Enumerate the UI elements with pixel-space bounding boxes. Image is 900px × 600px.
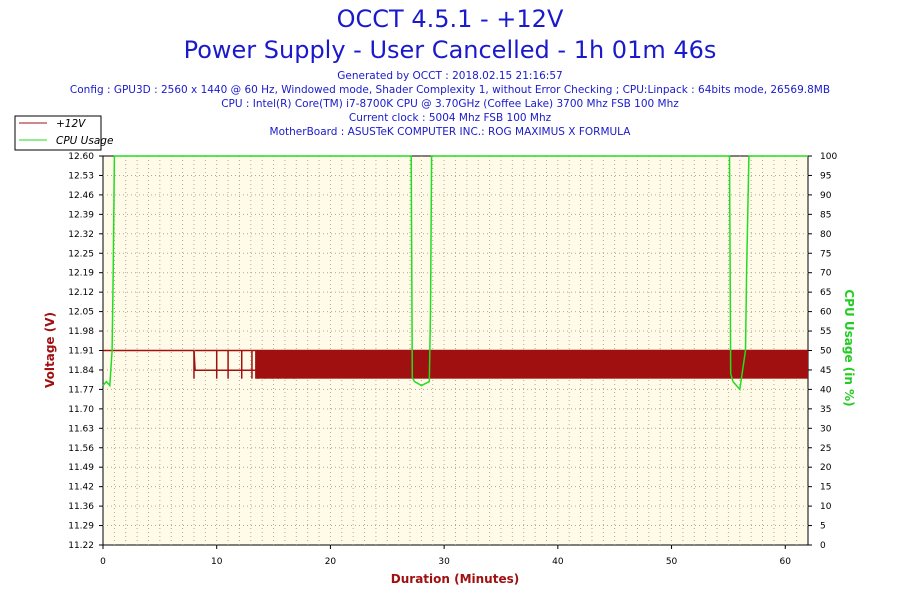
axes: 11.22 11.29 11.36 11.42 11.49 11.56 11.63 11.70… bbox=[68, 152, 837, 567]
y-tick-label: 12.60 bbox=[68, 152, 94, 162]
info-motherboard: MotherBoard : ASUSTeK COMPUTER INC.: ROG… bbox=[269, 126, 631, 138]
legend: +12V CPU Usage bbox=[14, 115, 113, 151]
series-layer bbox=[102, 155, 808, 392]
y-tick-label: 12.46 bbox=[68, 191, 94, 201]
chart-title: OCCT 4.5.1 - +12V bbox=[336, 5, 564, 33]
y2-tick-label: 100 bbox=[820, 152, 837, 162]
y2-tick-label: 5 bbox=[820, 522, 826, 532]
y2-tick-label: 50 bbox=[820, 347, 832, 357]
x-tick-label: 50 bbox=[666, 557, 678, 567]
y2-tick-label: 25 bbox=[820, 444, 831, 454]
x-tick-label: 0 bbox=[100, 557, 106, 567]
y-tick-label: 11.63 bbox=[68, 424, 94, 434]
y-tick-label: 12.39 bbox=[68, 210, 94, 220]
y-tick-label: 11.49 bbox=[68, 463, 94, 473]
y-tick-label: 11.56 bbox=[68, 444, 94, 454]
y2-tick-label: 65 bbox=[820, 288, 831, 298]
y-tick-label: 11.91 bbox=[68, 347, 94, 357]
y2-tick-label: 95 bbox=[820, 171, 831, 181]
y2-tick-label: 10 bbox=[820, 502, 832, 512]
legend-label-voltage: +12V bbox=[56, 118, 86, 130]
chart-subtitle: Power Supply - User Cancelled - 1h 01m 4… bbox=[183, 36, 717, 64]
y-tick-label: 12.25 bbox=[68, 249, 94, 259]
y2-tick-label: 60 bbox=[820, 308, 832, 318]
x-axis-label: Duration (Minutes) bbox=[391, 572, 519, 586]
y2-tick-label: 0 bbox=[820, 541, 826, 551]
y2-tick-label: 45 bbox=[820, 366, 831, 376]
x-tick-label: 10 bbox=[211, 557, 223, 567]
y-tick-label: 12.19 bbox=[68, 269, 94, 279]
cpu-usage-line bbox=[102, 155, 808, 392]
y2-tick-label: 15 bbox=[820, 483, 831, 493]
info-cpu: CPU : Intel(R) Core(TM) i7-8700K CPU @ 3… bbox=[221, 98, 679, 110]
y2-tick-label: 30 bbox=[820, 424, 832, 434]
y-tick-label: 11.84 bbox=[68, 366, 94, 376]
y2-tick-label: 90 bbox=[820, 191, 832, 201]
y-tick-label: 11.70 bbox=[68, 405, 94, 415]
y2-tick-label: 35 bbox=[820, 405, 831, 415]
x-tick-label: 60 bbox=[780, 557, 792, 567]
y-axis-label: Voltage (V) bbox=[43, 312, 57, 388]
x-tick-label: 20 bbox=[325, 557, 337, 567]
y-tick-label: 12.12 bbox=[68, 288, 94, 298]
y2-tick-label: 85 bbox=[820, 210, 831, 220]
legend-label-cpu: CPU Usage bbox=[56, 135, 113, 147]
y2-tick-label: 55 bbox=[820, 327, 831, 337]
y-tick-label: 11.42 bbox=[68, 483, 94, 493]
y-tick-label: 12.05 bbox=[68, 308, 94, 318]
voltage-band bbox=[255, 350, 808, 379]
y-tick-label: 11.36 bbox=[68, 502, 94, 512]
y-tick-label: 11.22 bbox=[68, 541, 94, 551]
y-tick-label: 11.77 bbox=[68, 385, 94, 395]
info-config: Config : GPU3D : 2560 x 1440 @ 60 Hz, Wi… bbox=[69, 84, 831, 96]
y2-tick-label: 20 bbox=[820, 463, 832, 473]
y2-tick-label: 80 bbox=[820, 230, 832, 240]
info-generated: Generated by OCCT : 2018.02.15 21:16:57 bbox=[337, 70, 563, 82]
x-tick-label: 30 bbox=[438, 557, 450, 567]
y2-tick-label: 40 bbox=[820, 385, 832, 395]
info-clock: Current clock : 5004 Mhz FSB 100 Mhz bbox=[348, 112, 552, 124]
y-tick-label: 11.98 bbox=[68, 327, 94, 337]
legend-box bbox=[14, 115, 102, 151]
y-tick-label: 12.53 bbox=[68, 171, 94, 181]
y2-tick-label: 75 bbox=[820, 249, 831, 259]
x-tick-label: 40 bbox=[552, 557, 564, 567]
y2-axis-label: CPU Usage (in %) bbox=[842, 289, 856, 406]
y-tick-label: 12.32 bbox=[68, 230, 94, 240]
y2-tick-label: 70 bbox=[820, 269, 832, 279]
y-tick-label: 11.29 bbox=[68, 522, 94, 532]
